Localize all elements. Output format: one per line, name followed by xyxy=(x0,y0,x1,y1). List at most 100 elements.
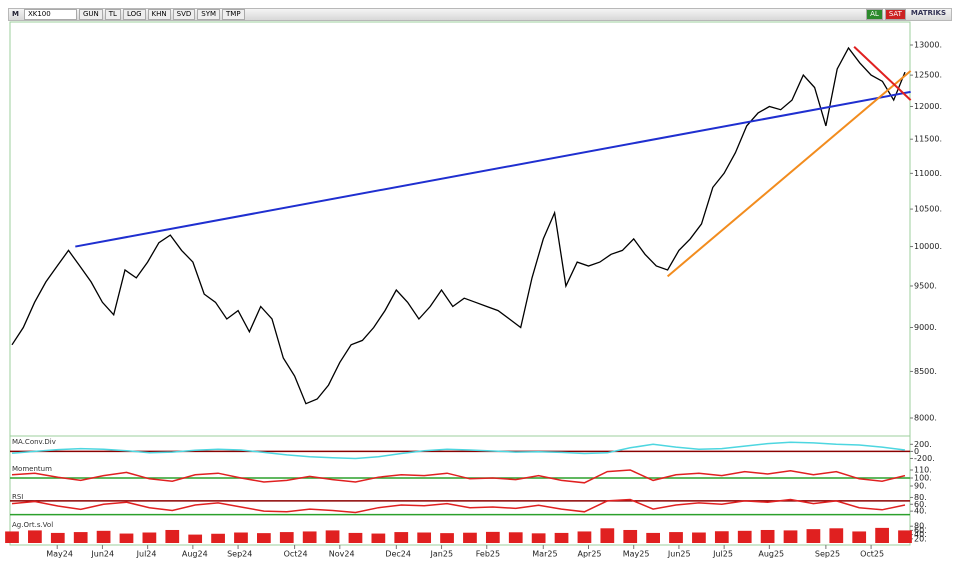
y-tick-label: 11500. xyxy=(914,135,942,144)
trend-line xyxy=(75,90,911,248)
toolbar-right: AL SAT MATRIKS xyxy=(866,9,951,20)
y-tick-label: 9500. xyxy=(914,281,937,290)
panel-title: MA.Conv.Div xyxy=(12,438,56,446)
volume-bar xyxy=(394,532,409,543)
x-tick-label: Jul25 xyxy=(712,550,733,559)
volume-bar xyxy=(234,532,248,543)
volume-bar xyxy=(577,531,592,543)
y-tick-label: 10500. xyxy=(914,205,942,214)
x-tick-label: Aug25 xyxy=(758,550,784,559)
x-tick-label: Mar25 xyxy=(532,550,557,559)
y-tick-label: 11000. xyxy=(914,169,942,178)
x-tick-label: May25 xyxy=(623,550,650,559)
y-tick-label: 8000. xyxy=(914,414,937,423)
volume-bar xyxy=(257,533,271,543)
y-tick-label: 12500. xyxy=(914,71,942,80)
x-tick-label: Jun24 xyxy=(90,550,114,559)
x-tick-label: Dec24 xyxy=(385,550,411,559)
volume-bar xyxy=(531,533,546,543)
volume-bar xyxy=(325,530,340,543)
volume-bar xyxy=(852,531,867,543)
x-tick-label: Jun25 xyxy=(667,550,691,559)
volume-bar xyxy=(188,534,203,543)
y-tick-label: 10000. xyxy=(914,242,942,251)
volume-bar xyxy=(50,532,65,543)
y-tick-label: 80. xyxy=(914,493,927,502)
price-line xyxy=(11,441,906,460)
x-tick-label: Sep24 xyxy=(227,550,252,559)
volume-bar xyxy=(371,533,386,543)
y-tick-label: -200. xyxy=(914,454,935,463)
volume-bar xyxy=(600,528,615,543)
volume-bar xyxy=(898,530,912,543)
x-tick-label: May24 xyxy=(46,550,73,559)
volume-bar xyxy=(554,532,569,543)
y-tick-label: 40. xyxy=(914,530,927,539)
y-tick-label: 0 xyxy=(914,447,919,456)
volume-bar xyxy=(142,532,157,543)
x-tick-label: Sep25 xyxy=(815,550,840,559)
volume-bar xyxy=(875,527,889,543)
plot-frame xyxy=(9,21,911,546)
volume-bar xyxy=(463,532,477,543)
y-tick-label: 40. xyxy=(914,507,927,516)
logo: M xyxy=(12,10,19,18)
volume-bar xyxy=(119,533,134,543)
price-line xyxy=(11,469,906,484)
x-tick-label: Oct24 xyxy=(284,550,308,559)
toolbar-button[interactable]: GUN xyxy=(78,9,103,20)
volume-bar xyxy=(485,531,500,543)
toolbar-button[interactable]: TL xyxy=(104,9,121,20)
y-tick-label: 12000. xyxy=(914,102,942,111)
volume-bar xyxy=(279,532,294,543)
y-tick-label: 20. xyxy=(914,534,927,543)
y-tick-label: 60. xyxy=(914,500,927,509)
volume-bar xyxy=(348,532,363,543)
trend-line xyxy=(666,70,912,278)
toolbar-button[interactable]: KHN xyxy=(147,9,171,20)
y-tick-label: 9000. xyxy=(914,323,937,332)
volume-bar xyxy=(692,532,706,543)
volume-bar xyxy=(5,531,19,543)
volume-bar xyxy=(760,529,775,543)
x-tick-label: Jul24 xyxy=(136,550,157,559)
volume-bar xyxy=(96,530,111,543)
volume-bar xyxy=(829,528,844,543)
volume-bar xyxy=(669,532,683,543)
volume-bar xyxy=(714,531,729,543)
toolbar-button[interactable]: SVD xyxy=(172,9,196,20)
x-tick-label: Nov24 xyxy=(329,550,355,559)
volume-bar xyxy=(211,533,225,543)
toolbar-button[interactable]: LOG xyxy=(122,9,146,20)
panel-title: RSI xyxy=(12,493,23,501)
toolbar-button[interactable]: TMP xyxy=(222,9,245,20)
x-tick-label: Feb25 xyxy=(476,550,500,559)
y-tick-label: 60. xyxy=(914,526,927,535)
y-tick-label: 8500. xyxy=(914,367,937,376)
y-tick-label: 80. xyxy=(914,522,927,531)
buy-button[interactable]: AL xyxy=(866,9,883,20)
price-line xyxy=(11,498,906,514)
toolbar-button[interactable]: SYM xyxy=(197,9,221,20)
sell-button[interactable]: SAT xyxy=(884,9,906,20)
volume-bar xyxy=(737,530,752,543)
y-tick-label: 110. xyxy=(914,466,932,475)
symbol-box[interactable]: XK100 xyxy=(23,9,77,20)
x-tick-label: Aug24 xyxy=(182,550,208,559)
x-tick-label: Apr25 xyxy=(577,550,601,559)
y-tick-label: 13000. xyxy=(914,40,942,49)
y-tick-label: 100. xyxy=(914,474,932,483)
volume-bar xyxy=(28,530,42,543)
volume-bar xyxy=(440,533,454,543)
x-tick-label: Oct25 xyxy=(860,550,884,559)
x-tick-label: Jan25 xyxy=(430,550,454,559)
volume-bar xyxy=(165,529,180,543)
panel-title: Ag.Ort.s.Vol xyxy=(12,521,53,529)
toolbar: M XK100 GUN TL LOG KHN SVD SYM TMP AL SA… xyxy=(8,8,952,21)
y-tick-label: 90. xyxy=(914,482,927,491)
price-line xyxy=(11,46,906,405)
y-tick-label: 200. xyxy=(914,440,932,449)
volume-bar xyxy=(623,529,638,543)
volume-bar xyxy=(806,529,821,543)
